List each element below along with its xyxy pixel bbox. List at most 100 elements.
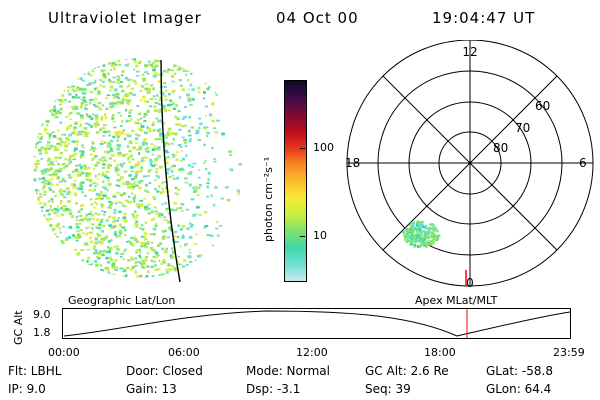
uv-speckle — [33, 60, 34, 63]
uv-speckle — [152, 95, 155, 98]
uv-speckle — [94, 212, 98, 215]
uv-speckle — [138, 170, 143, 173]
uv-speckle — [172, 107, 176, 111]
uv-speckle — [250, 86, 253, 89]
uv-speckle — [76, 263, 79, 266]
uv-speckle — [242, 204, 245, 207]
uv-speckle — [68, 113, 71, 117]
uv-speckle — [76, 174, 81, 177]
uv-speckle — [164, 202, 167, 205]
uv-speckle — [165, 207, 169, 210]
uv-speckle — [36, 259, 39, 262]
uv-speckle — [85, 232, 88, 236]
uv-speckle — [163, 86, 167, 88]
uv-speckle — [198, 184, 202, 187]
uv-speckle — [70, 64, 75, 67]
uv-speckle — [39, 259, 43, 262]
uv-speckle — [124, 234, 127, 237]
uv-speckle — [77, 64, 81, 68]
uv-speckle — [120, 253, 125, 255]
uv-speckle — [110, 227, 115, 229]
uv-speckle — [132, 243, 135, 246]
uv-speckle — [63, 133, 67, 136]
uv-speckle — [151, 248, 154, 251]
uv-speckle — [160, 263, 163, 265]
xtick-06: 06:00 — [168, 346, 200, 359]
uv-speckle — [177, 188, 180, 191]
uv-speckle — [121, 70, 125, 73]
uv-speckle — [38, 85, 41, 89]
uv-speckle — [106, 145, 109, 148]
uv-speckle — [138, 152, 141, 155]
uv-speckle — [124, 99, 127, 102]
uv-speckle — [33, 280, 37, 283]
uv-speckle — [109, 280, 111, 283]
uv-speckle — [83, 217, 87, 220]
uv-speckle — [111, 266, 115, 269]
uv-speckle — [170, 257, 173, 260]
uv-speckle — [68, 93, 72, 96]
uv-speckle — [154, 187, 157, 190]
uv-speckle — [71, 96, 76, 99]
aurora-speckle — [418, 225, 421, 228]
uv-speckle — [138, 181, 141, 184]
uv-speckle — [53, 172, 58, 175]
uv-speckle — [50, 248, 54, 251]
uv-speckle — [110, 64, 115, 68]
uv-speckle — [33, 70, 34, 74]
uv-speckle — [89, 281, 91, 283]
uv-speckle — [65, 237, 69, 240]
uv-speckle — [116, 281, 119, 284]
uv-speckle — [125, 95, 129, 98]
uv-speckle — [189, 137, 192, 140]
uv-speckle — [172, 102, 175, 105]
uv-speckle — [125, 274, 128, 278]
aurora-speckle — [433, 228, 436, 231]
uv-speckle — [89, 271, 94, 274]
uv-speckle — [152, 233, 156, 236]
xtick-18: 18:00 — [424, 346, 456, 359]
uv-speckle — [60, 80, 65, 83]
uv-speckle — [143, 189, 148, 192]
uv-speckle — [48, 180, 51, 182]
uv-speckle — [127, 195, 131, 198]
uv-speckle — [165, 58, 169, 59]
uv-speckle — [104, 174, 108, 178]
uv-speckle — [177, 255, 180, 258]
uv-speckle — [135, 214, 139, 217]
uv-speckle — [157, 146, 161, 149]
uv-speckle — [144, 150, 149, 153]
uv-speckle — [80, 204, 83, 207]
uv-speckle — [78, 163, 81, 167]
uv-speckle — [80, 153, 85, 157]
uv-speckle — [83, 88, 87, 91]
uv-speckle — [102, 237, 105, 240]
uv-speckle — [81, 146, 85, 149]
uv-speckle — [180, 209, 184, 212]
uv-speckle — [204, 105, 208, 108]
uv-speckle — [100, 190, 103, 194]
uv-speckle — [59, 278, 62, 280]
uv-speckle — [73, 105, 78, 109]
uv-speckle — [89, 240, 94, 244]
uv-speckle — [173, 177, 176, 181]
uv-speckle — [73, 131, 76, 134]
uv-speckle — [136, 164, 140, 166]
uv-speckle — [163, 144, 167, 147]
uv-speckle — [60, 241, 65, 245]
uv-speckle — [66, 192, 70, 196]
uv-speckle — [62, 208, 67, 212]
uv-speckle — [107, 250, 111, 254]
uv-speckle — [83, 164, 87, 168]
uv-speckle — [202, 278, 204, 280]
uv-speckle — [142, 78, 146, 82]
uv-speckle — [140, 159, 144, 162]
uv-speckle — [94, 86, 99, 90]
uv-speckle — [87, 232, 91, 234]
uv-speckle — [84, 195, 87, 197]
uv-speckle — [137, 62, 142, 64]
uv-speckle — [124, 248, 128, 251]
uv-speckle — [33, 81, 37, 84]
uv-speckle — [118, 151, 122, 155]
uv-speckle — [91, 263, 94, 265]
